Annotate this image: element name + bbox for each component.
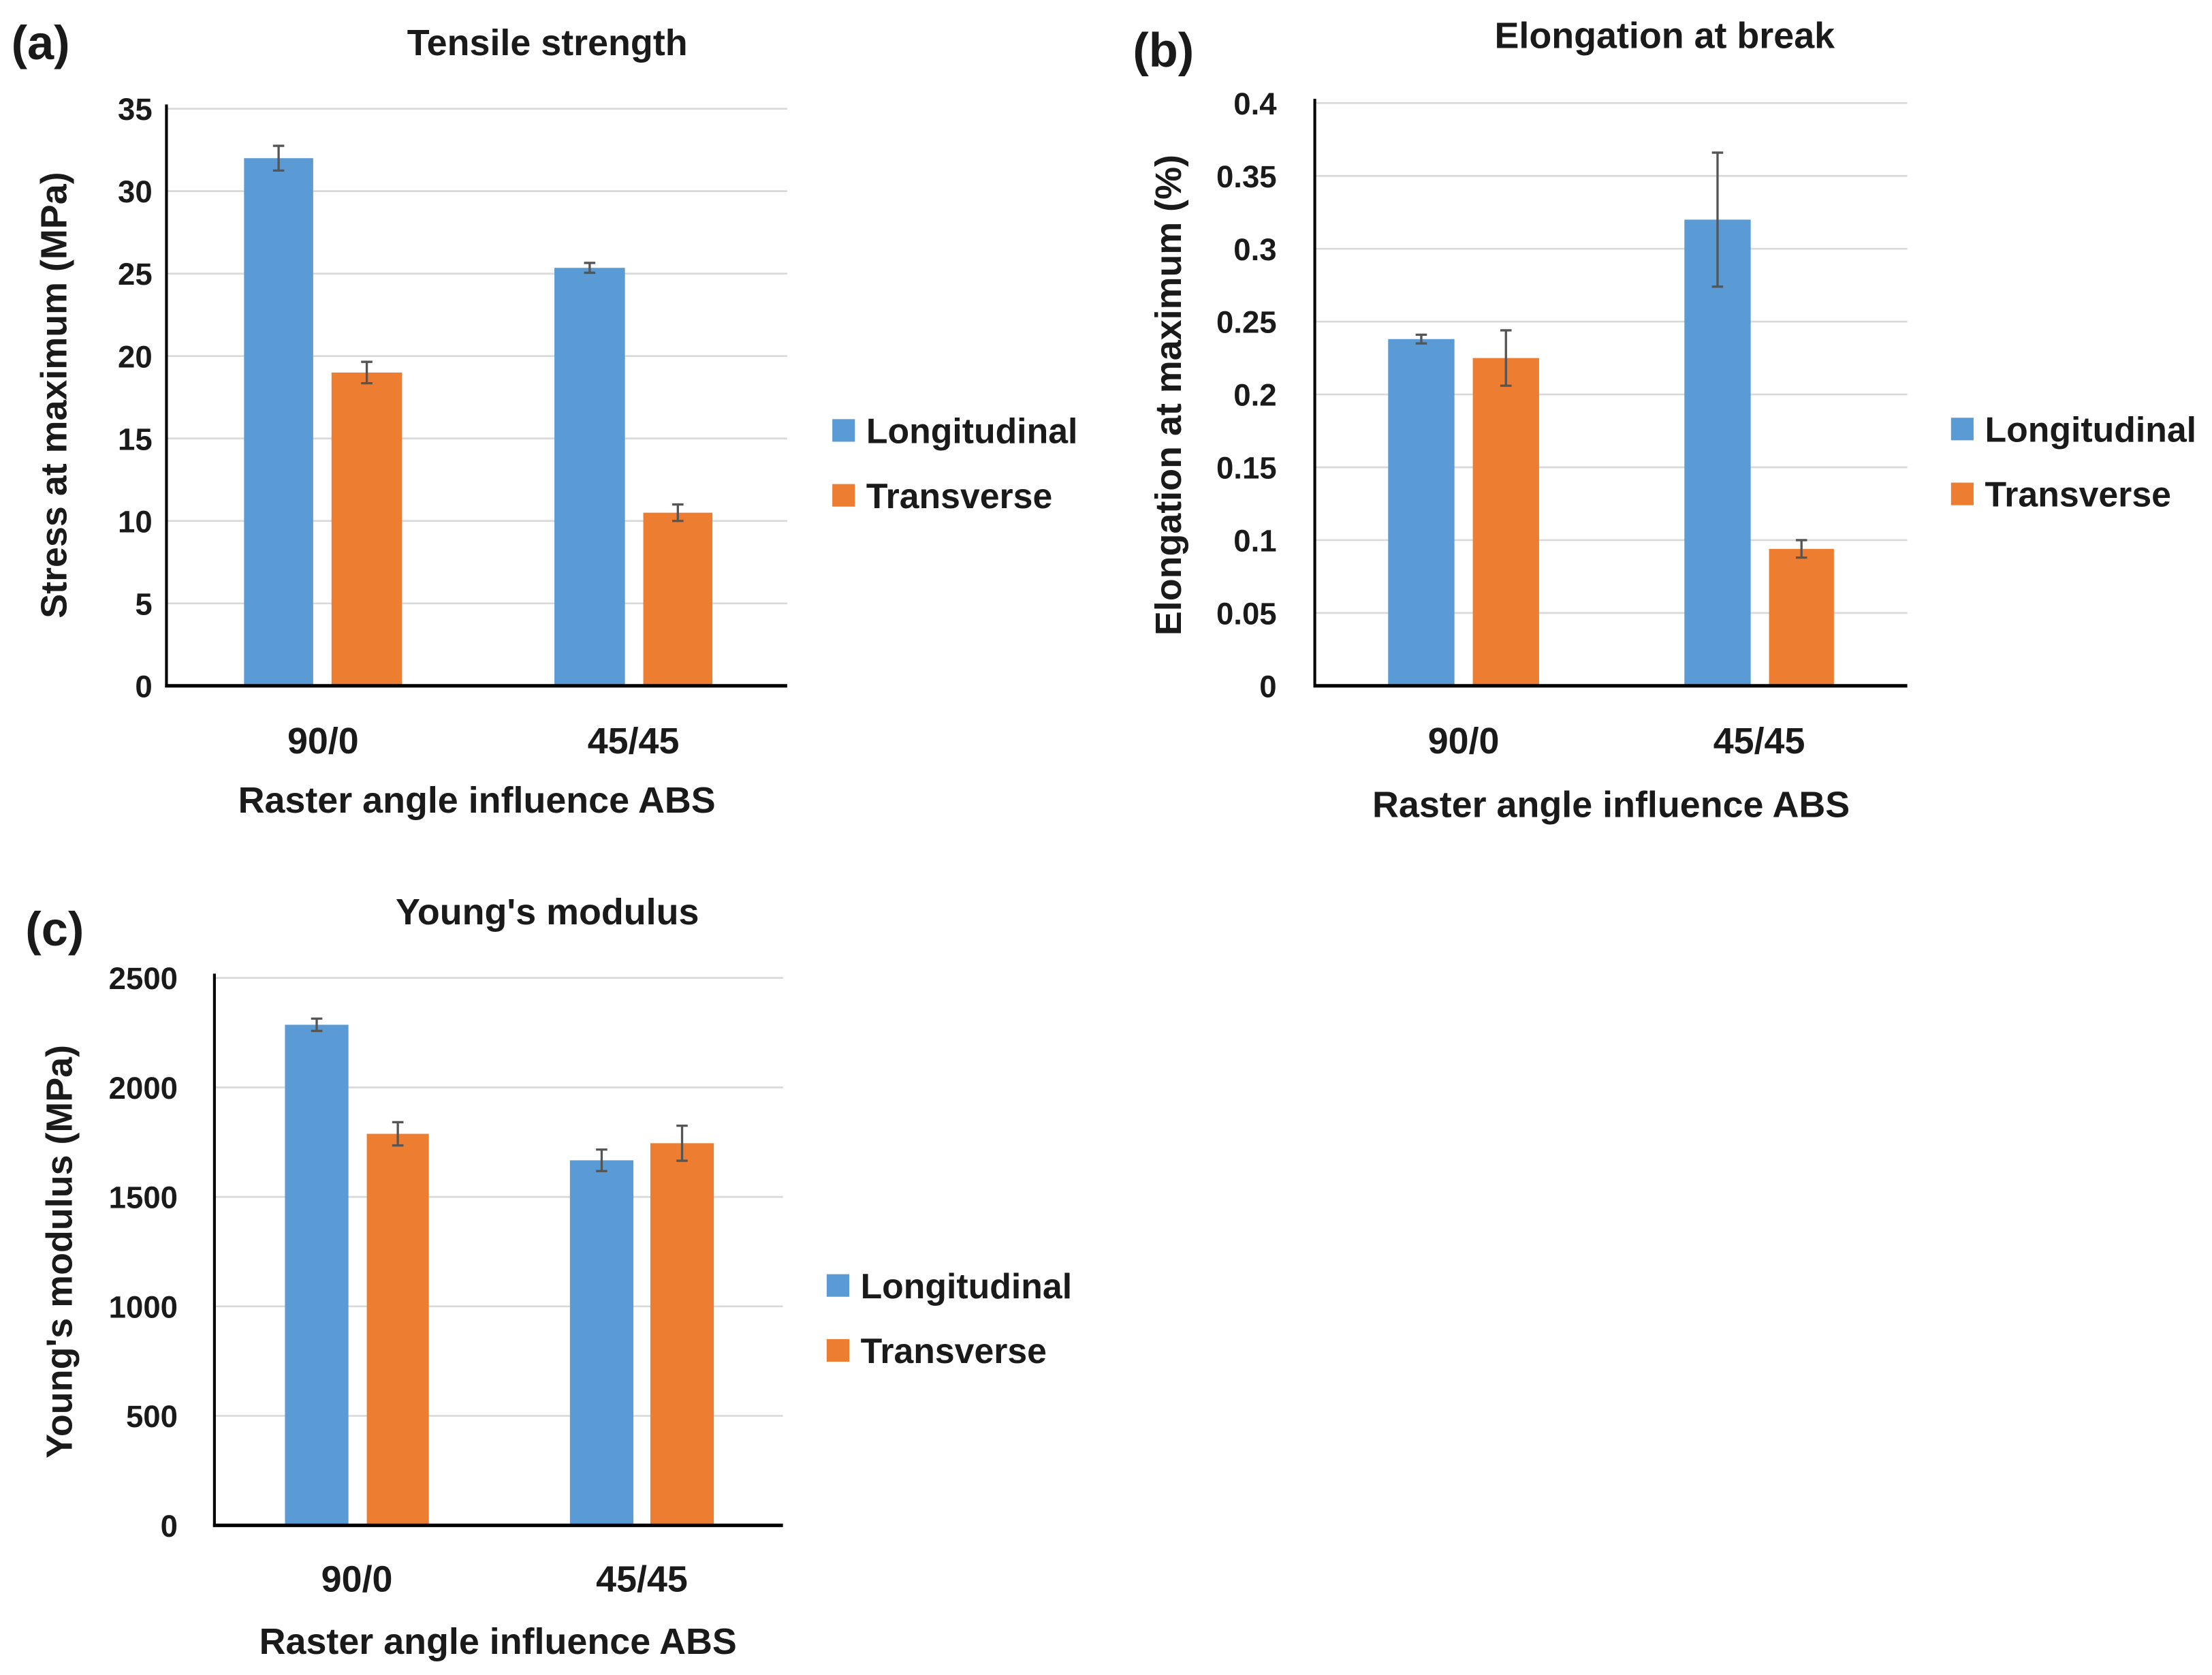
y-tick-label: 500 [126, 1399, 178, 1434]
legend-label-transverse: Transverse [866, 476, 1052, 516]
error-bar [1500, 329, 1512, 387]
legend-swatch-longitudinal [826, 1274, 849, 1297]
error-bar [272, 144, 285, 172]
y-tick-label: 0 [1259, 669, 1276, 704]
y-tick-label: 30 [118, 174, 153, 209]
y-tick-label: 20 [118, 339, 153, 374]
error-bar [311, 1017, 323, 1033]
y-tick-label: 5 [135, 586, 152, 621]
legend-label-transverse: Transverse [861, 1331, 1047, 1371]
x-category-label: 45/45 [596, 1559, 688, 1600]
error-bar [392, 1121, 404, 1147]
legend-swatch-longitudinal [832, 419, 855, 442]
y-tick-label: 0 [135, 669, 152, 704]
y-tick-label: 0.4 [1233, 87, 1277, 121]
y-tick-label: 0.35 [1216, 159, 1277, 194]
y-tick-label: 0.15 [1216, 451, 1277, 486]
panel-label: (c) [25, 902, 84, 956]
y-tick-label: 10 [118, 504, 153, 539]
x-category-label: 90/0 [321, 1559, 393, 1600]
y-tick-label: 15 [118, 422, 153, 456]
chart-youngs-modulus: 0 500 1000 1500 2000 2500 90/0 45/45 Young's mod… [25, 892, 1072, 1662]
y-tick-label: 1000 [109, 1289, 178, 1324]
legend-swatch-longitudinal [1950, 418, 1974, 441]
bar-longitudinal-45-45 [569, 1160, 634, 1526]
chart-title: Elongation at break [1494, 16, 1835, 57]
legend-label-transverse: Transverse [1985, 475, 2171, 514]
bar-transverse-90-0 [366, 1133, 429, 1526]
y-tick-label: 0.2 [1233, 378, 1276, 413]
bar-transverse-90-0 [1472, 358, 1539, 686]
bar-longitudinal-90-0 [244, 158, 313, 686]
y-tick-label: 2500 [109, 961, 178, 996]
y-tick-label: 35 [118, 92, 153, 127]
legend-label-longitudinal: Longitudinal [866, 411, 1078, 451]
panel-label: (a) [12, 16, 70, 69]
bar-transverse-90-0 [331, 372, 402, 686]
bar-transverse-45-45 [1769, 548, 1834, 686]
chart-tensile-strength: 0 5 10 15 20 25 30 35 90/0 45/45 Tensile strength (… [12, 16, 1078, 821]
legend-swatch-transverse [1950, 482, 1974, 505]
y-tick-label: 0 [161, 1509, 178, 1544]
error-bar [1415, 333, 1427, 345]
y-tick-label: 0.05 [1216, 596, 1277, 631]
y-tick-label: 2000 [109, 1071, 178, 1106]
panel-label: (b) [1133, 22, 1194, 76]
bar-transverse-45-45 [643, 512, 713, 686]
x-category-label: 45/45 [588, 721, 680, 762]
chart-title: Tensile strength [407, 22, 688, 63]
y-tick-label: 0.25 [1216, 305, 1277, 340]
x-axis-label: Raster angle influence ABS [1372, 784, 1850, 825]
bar-longitudinal-45-45 [554, 268, 625, 686]
error-bar [1711, 151, 1724, 288]
y-axis-label: Elongation at maximum (%) [1148, 155, 1189, 636]
bar-longitudinal-90-0 [1388, 339, 1455, 686]
bar-transverse-45-45 [650, 1143, 714, 1526]
error-bar [596, 1148, 607, 1172]
x-axis-label: Raster angle influence ABS [238, 780, 716, 821]
chart-elongation-at-break: 0 0.05 0.1 0.15 0.2 0.25 0.3 0.35 0.4 90/0 45/45 El… [1133, 16, 2196, 826]
legend-label-longitudinal: Longitudinal [861, 1266, 1073, 1306]
y-tick-label: 0.1 [1233, 524, 1276, 559]
x-category-label: 45/45 [1713, 721, 1805, 762]
y-axis-label: Stress at maximum (MPa) [33, 172, 74, 618]
error-bar [361, 360, 373, 385]
x-axis-label: Raster angle influence ABS [259, 1621, 737, 1662]
legend-swatch-transverse [832, 484, 855, 507]
bar-longitudinal-90-0 [285, 1024, 349, 1526]
x-category-label: 90/0 [287, 721, 359, 762]
error-bar [584, 262, 596, 275]
bar-longitudinal-45-45 [1684, 219, 1751, 686]
error-bar [672, 503, 684, 522]
legend-label-longitudinal: Longitudinal [1985, 409, 2197, 449]
error-bar [1795, 539, 1807, 559]
x-category-label: 90/0 [1428, 721, 1500, 762]
error-bar [676, 1124, 688, 1162]
chart-title: Young's modulus [396, 892, 699, 933]
legend-swatch-transverse [826, 1339, 849, 1362]
y-tick-label: 0.3 [1233, 232, 1276, 267]
y-tick-label: 1500 [109, 1180, 178, 1215]
y-axis-label: Young's modulus (MPa) [40, 1045, 80, 1458]
y-tick-label: 25 [118, 257, 153, 292]
